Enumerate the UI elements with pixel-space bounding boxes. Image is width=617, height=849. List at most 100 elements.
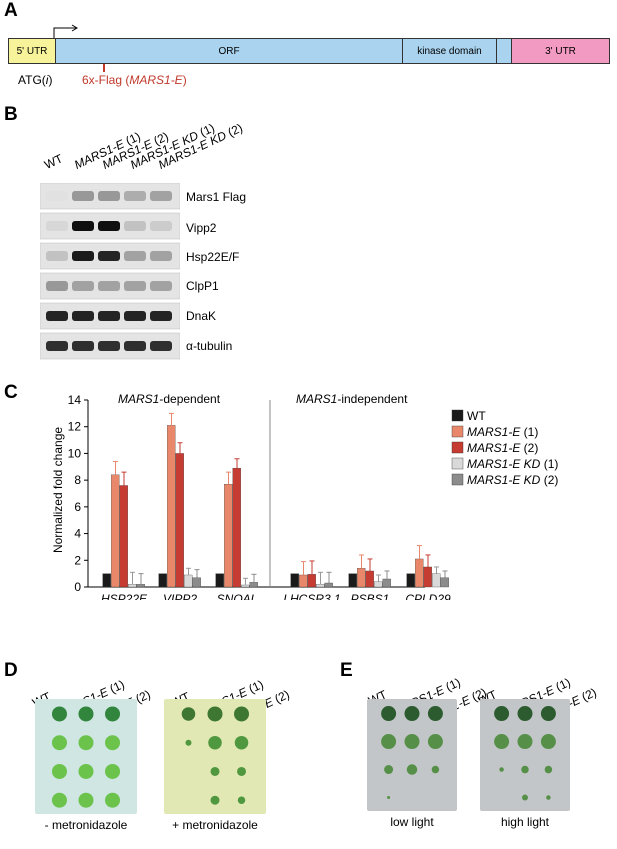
bar <box>415 558 424 588</box>
x-tick-label: HSP22E <box>101 592 148 600</box>
panel-letter-e: E <box>340 660 353 681</box>
fold-change-chart: Normalized fold change MARS1-dependent M… <box>51 392 558 600</box>
blot-label-vipp2: Vipp2 <box>186 221 217 235</box>
plate-high-light <box>480 699 570 811</box>
colony-spot <box>51 763 67 779</box>
blot-band <box>46 221 68 231</box>
blot-band <box>46 251 68 261</box>
bar <box>224 484 233 588</box>
atg-i: i <box>45 73 49 87</box>
colony-spot <box>404 734 420 750</box>
x-tick-label: CPLD29 <box>405 592 451 600</box>
utr3-label: 3' UTR <box>545 45 576 57</box>
bar <box>175 453 184 588</box>
blot-label-alpha-tubulin: α-tubulin <box>186 339 233 353</box>
colony-spot <box>207 706 223 722</box>
plate-plus-metronidazole <box>164 699 266 814</box>
colony-spot <box>522 794 528 801</box>
blot-band <box>46 281 68 291</box>
colony-spot <box>208 735 222 750</box>
blot-band <box>124 311 146 321</box>
plate-background <box>367 699 457 811</box>
plate-low-light <box>367 699 457 811</box>
bar <box>167 425 176 588</box>
bar <box>111 474 120 588</box>
blot-band <box>98 311 120 321</box>
blot-band <box>124 341 146 351</box>
panel-letter-d: D <box>4 660 18 681</box>
caption-low-light: low light <box>390 815 434 829</box>
colony-spot <box>51 706 67 722</box>
colony-spot <box>404 706 420 722</box>
y-tick-label: 14 <box>68 393 82 407</box>
colony-spot <box>381 706 397 722</box>
atg-label: ATG(i) <box>18 73 52 87</box>
colony-spot <box>494 734 510 750</box>
plate-background <box>35 699 137 814</box>
panel-letter-a: A <box>4 0 18 21</box>
colony-spot <box>51 735 67 751</box>
bar <box>215 573 224 588</box>
blot-band <box>72 341 94 351</box>
colony-spot <box>210 766 220 776</box>
colony-spot <box>181 707 196 721</box>
chart-legend: WT MARS1-E (1) MARS1-E (2) MARS1-E KD (1) MA… <box>451 409 558 487</box>
bar <box>232 467 241 588</box>
blot-band <box>72 221 94 231</box>
legend-label: MARS1-E (2) <box>467 441 538 455</box>
blot-band <box>124 251 146 261</box>
blot-band <box>46 341 68 351</box>
plate-minus-metronidazole <box>35 699 137 814</box>
colony-spot <box>237 796 246 804</box>
bar <box>382 578 391 588</box>
bar <box>432 573 441 588</box>
colony-spot <box>494 706 510 722</box>
panel-letter-b: B <box>4 104 18 125</box>
bar <box>184 574 193 588</box>
bar <box>290 573 299 588</box>
bar <box>316 584 325 588</box>
group-header-dependent: MARS1-dependent <box>118 392 221 406</box>
colony-spot <box>546 795 551 800</box>
colony-spot <box>78 735 94 751</box>
orf-label: ORF <box>218 45 240 57</box>
y-axis-label: Normalized fold change <box>51 427 65 553</box>
colony-spot <box>406 764 418 775</box>
y-tick-label: 12 <box>68 420 82 434</box>
lane-label-wt: WT <box>42 151 65 172</box>
colony-spot <box>105 706 121 722</box>
colony-spot <box>381 734 397 750</box>
legend-swatch <box>451 457 464 470</box>
utr3-box: 3' UTR <box>511 38 610 64</box>
colony-spot <box>521 765 529 774</box>
atg-prefix: ATG( <box>18 73 46 87</box>
blot-band <box>150 251 172 261</box>
utr5-box: 5' UTR <box>8 38 56 64</box>
y-tick-label: 0 <box>74 580 81 594</box>
legend-label: MARS1-E (1) <box>467 425 538 439</box>
colony-spot <box>540 706 556 722</box>
bar <box>324 582 333 588</box>
bar <box>357 568 366 588</box>
legend-label: WT <box>467 409 486 423</box>
legend-label: MARS1-E KD (1) <box>467 457 558 471</box>
caption-high-light: high light <box>500 815 550 829</box>
flag-italic: MARS1-E <box>129 73 183 87</box>
colony-spot <box>234 735 249 750</box>
colony-spot <box>384 765 394 775</box>
blot-band <box>98 281 120 291</box>
blot-band <box>98 251 120 261</box>
kinase-domain-box: kinase domain <box>402 38 497 64</box>
legend-swatch <box>451 441 464 454</box>
y-tick-label: 10 <box>68 446 82 460</box>
colony-spot <box>105 735 121 751</box>
colony-spot <box>234 706 250 722</box>
bar <box>192 577 201 588</box>
utr5-label: 5' UTR <box>16 45 48 57</box>
colony-spot <box>499 767 504 772</box>
blot-band <box>46 191 68 201</box>
legend-swatch <box>451 425 464 438</box>
colony-spot <box>237 766 247 776</box>
blot-label-clpp1: ClpP1 <box>186 279 219 293</box>
x-tick-label: LHCSR3.1 <box>283 592 340 600</box>
